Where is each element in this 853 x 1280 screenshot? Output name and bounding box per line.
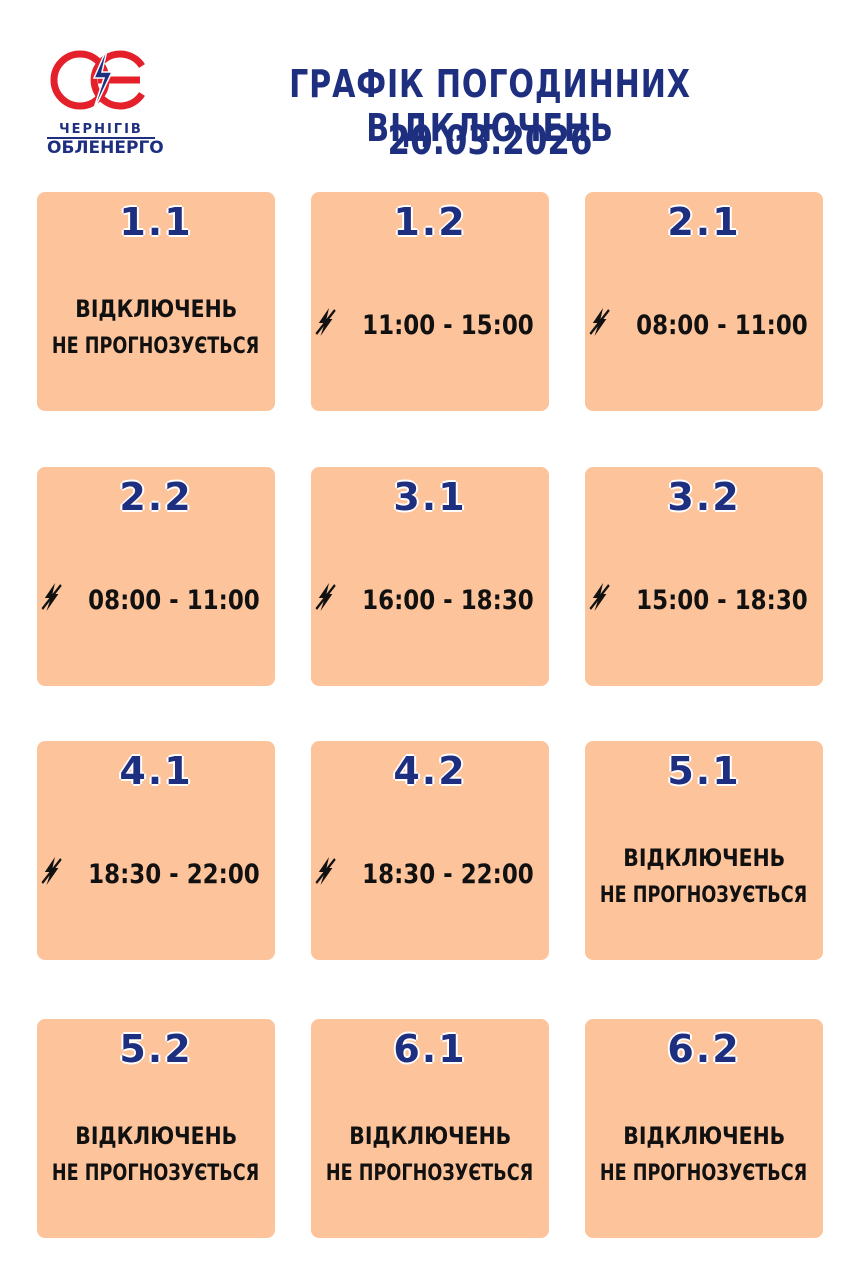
card: 1.2 11:00 - 15:00 — [311, 192, 549, 411]
time-text: 18:30 - 22:00 — [88, 859, 260, 890]
card-body: 18:30 - 22:00 — [311, 801, 549, 960]
time-range: 11:00 - 15:00 — [311, 307, 549, 344]
time-range: 16:00 - 18:30 — [311, 582, 549, 619]
title: ГРАФІК ПОГОДИННИХ ВІДКЛЮЧЕНЬ — [289, 62, 691, 150]
card: 5.1 ВІДКЛЮЧЕНЬ НЕ ПРОГНОЗУЄТЬСЯ — [585, 741, 823, 960]
time-range: 18:30 - 22:00 — [311, 856, 549, 893]
group-label: 4.1 — [119, 749, 193, 793]
card: 2.2 08:00 - 11:00 — [37, 467, 275, 686]
card: 5.2 ВІДКЛЮЧЕНЬ НЕ ПРОГНОЗУЄТЬСЯ — [37, 1019, 275, 1238]
status-text: НЕ ПРОГНОЗУЄТЬСЯ — [600, 1160, 808, 1186]
time-range: 08:00 - 11:00 — [37, 582, 275, 619]
group-label: 2.2 — [119, 475, 193, 519]
outage-icon — [314, 856, 345, 893]
status-text: НЕ ПРОГНОЗУЄТЬСЯ — [600, 882, 808, 908]
group-label: 3.2 — [667, 475, 741, 519]
card-body: ВІДКЛЮЧЕНЬ НЕ ПРОГНОЗУЄТЬСЯ — [311, 1079, 549, 1238]
outage-icon — [588, 307, 619, 344]
status-text: ВІДКЛЮЧЕНЬ — [623, 1121, 785, 1150]
time-range: 08:00 - 11:00 — [585, 307, 823, 344]
time-text: 18:30 - 22:00 — [362, 859, 534, 890]
card-body: ВІДКЛЮЧЕНЬ НЕ ПРОГНОЗУЄТЬСЯ — [37, 1079, 275, 1238]
card: 3.2 15:00 - 18:30 — [585, 467, 823, 686]
status-text: ВІДКЛЮЧЕНЬ — [349, 1121, 511, 1150]
card-body: 16:00 - 18:30 — [311, 527, 549, 686]
status-text: ВІДКЛЮЧЕНЬ — [623, 843, 785, 872]
outage-icon — [314, 307, 345, 344]
card-body: 08:00 - 11:00 — [585, 252, 823, 411]
logo-top: ЧЕРНІГІВ — [47, 122, 155, 139]
card-body: ВІДКЛЮЧЕНЬ НЕ ПРОГНОЗУЄТЬСЯ — [585, 1079, 823, 1238]
group-label: 3.1 — [393, 475, 467, 519]
date: 20.03.2026 — [387, 118, 593, 164]
group-label: 6.2 — [667, 1027, 741, 1071]
outage-icon — [40, 582, 71, 619]
time-text: 15:00 - 18:30 — [636, 585, 808, 616]
card: 3.1 16:00 - 18:30 — [311, 467, 549, 686]
card-body: ВІДКЛЮЧЕНЬ НЕ ПРОГНОЗУЄТЬСЯ — [37, 252, 275, 411]
status-text: НЕ ПРОГНОЗУЄТЬСЯ — [326, 1160, 534, 1186]
card: 1.1 ВІДКЛЮЧЕНЬ НЕ ПРОГНОЗУЄТЬСЯ — [37, 192, 275, 411]
status-text: НЕ ПРОГНОЗУЄТЬСЯ — [52, 333, 260, 359]
group-label: 2.1 — [667, 200, 741, 244]
outage-icon — [588, 582, 619, 619]
time-range: 18:30 - 22:00 — [37, 856, 275, 893]
status-text: ВІДКЛЮЧЕНЬ — [75, 1121, 237, 1150]
group-label: 1.1 — [119, 200, 193, 244]
time-range: 15:00 - 18:30 — [585, 582, 823, 619]
status-text: ВІДКЛЮЧЕНЬ — [75, 294, 237, 323]
time-text: 11:00 - 15:00 — [362, 310, 534, 341]
card: 4.2 18:30 - 22:00 — [311, 741, 549, 960]
card: 6.2 ВІДКЛЮЧЕНЬ НЕ ПРОГНОЗУЄТЬСЯ — [585, 1019, 823, 1238]
group-label: 5.2 — [119, 1027, 193, 1071]
logo-bottom: ОБЛЕНЕРГО — [47, 138, 164, 158]
time-text: 16:00 - 18:30 — [362, 585, 534, 616]
time-text: 08:00 - 11:00 — [636, 310, 808, 341]
card-body: 08:00 - 11:00 — [37, 527, 275, 686]
card: 2.1 08:00 - 11:00 — [585, 192, 823, 411]
card-body: 11:00 - 15:00 — [311, 252, 549, 411]
group-label: 6.1 — [393, 1027, 467, 1071]
status-text: НЕ ПРОГНОЗУЄТЬСЯ — [52, 1160, 260, 1186]
card-body: 15:00 - 18:30 — [585, 527, 823, 686]
card: 4.1 18:30 - 22:00 — [37, 741, 275, 960]
outage-icon — [314, 582, 345, 619]
group-label: 1.2 — [393, 200, 467, 244]
card-body: ВІДКЛЮЧЕНЬ НЕ ПРОГНОЗУЄТЬСЯ — [585, 801, 823, 960]
logo-mark — [50, 45, 145, 115]
group-label: 5.1 — [667, 749, 741, 793]
group-label: 4.2 — [393, 749, 467, 793]
time-text: 08:00 - 11:00 — [88, 585, 260, 616]
card-body: 18:30 - 22:00 — [37, 801, 275, 960]
outage-icon — [40, 856, 71, 893]
card: 6.1 ВІДКЛЮЧЕНЬ НЕ ПРОГНОЗУЄТЬСЯ — [311, 1019, 549, 1238]
